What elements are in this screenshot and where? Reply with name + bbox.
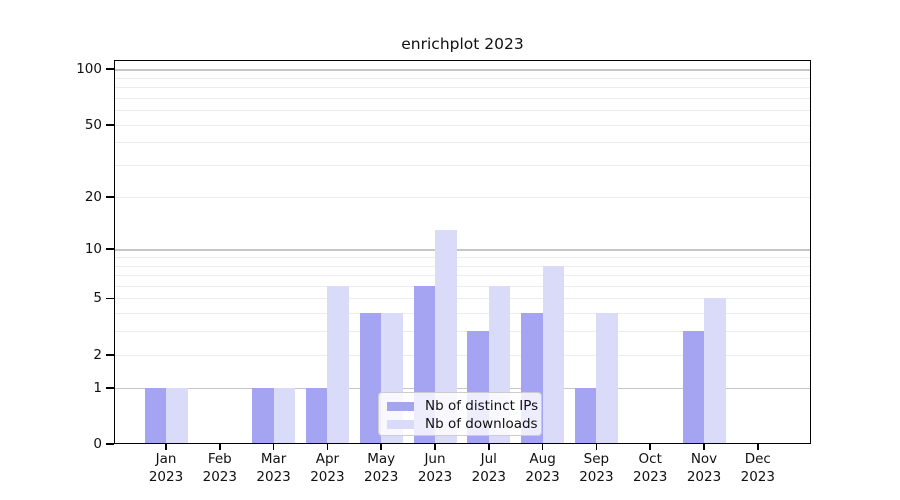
x-tick-label: May 2023 — [364, 451, 399, 485]
y-tick — [106, 443, 114, 445]
x-tick-label: Aug 2023 — [525, 451, 560, 485]
gridline-major — [114, 124, 811, 126]
x-tick-label: Jul 2023 — [471, 451, 506, 485]
y-tick — [106, 248, 114, 251]
gridline-major — [114, 354, 811, 356]
bar-distinct-ips — [359, 313, 382, 444]
y-tick — [106, 195, 114, 198]
y-tick-label: 100 — [76, 61, 102, 78]
bar-distinct-ips — [144, 387, 166, 444]
gridline-minor — [114, 87, 811, 89]
legend-swatch-distinct-ips — [387, 401, 414, 411]
y-tick-label: 0 — [93, 436, 102, 452]
x-tick — [756, 444, 759, 450]
legend-label-downloads: Nb of downloads — [425, 416, 538, 432]
x-tick — [218, 444, 221, 450]
gridline-minor — [114, 285, 811, 287]
gridline-minor — [114, 257, 811, 258]
legend-row-distinct-ips: Nb of distinct IPs — [387, 397, 541, 415]
x-tick-label: Feb 2023 — [202, 451, 237, 485]
y-tick — [106, 386, 114, 389]
bar-distinct-ips — [252, 387, 274, 444]
y-tick-label: 10 — [84, 241, 102, 258]
y-tick — [106, 123, 114, 126]
bar-downloads — [596, 313, 618, 444]
x-tick — [595, 444, 598, 450]
x-tick — [703, 444, 705, 450]
chart-title: enrichplot 2023 — [401, 35, 524, 53]
y-tick — [106, 68, 114, 71]
y-tick — [106, 353, 114, 356]
x-tick-label: Nov 2023 — [686, 451, 722, 485]
x-tick — [326, 444, 329, 450]
gridline-minor — [114, 313, 811, 315]
x-tick — [434, 444, 436, 450]
legend-swatch-downloads — [387, 419, 414, 429]
x-tick-label: Oct 2023 — [633, 451, 668, 485]
x-tick — [541, 444, 544, 450]
gridline-minor — [114, 97, 811, 99]
bar-downloads — [327, 285, 349, 444]
y-tick-label: 50 — [84, 116, 102, 133]
gridline-minor — [114, 331, 811, 333]
bar-distinct-ips — [574, 387, 597, 444]
bar-downloads — [166, 387, 188, 444]
bar-downloads — [273, 387, 296, 444]
gridline-major — [114, 249, 811, 251]
gridline-minor — [114, 142, 811, 144]
x-tick — [165, 444, 167, 450]
gridline-major — [114, 298, 811, 300]
gridline-major — [114, 387, 811, 390]
x-tick-label: Jan 2023 — [148, 451, 184, 485]
legend: Nb of distinct IPs Nb of downloads — [378, 392, 542, 436]
gridline-major — [114, 196, 811, 198]
x-tick-label: Dec 2023 — [740, 451, 775, 485]
x-tick — [272, 444, 275, 450]
plot-area — [114, 60, 811, 444]
gridline-minor — [114, 165, 811, 167]
legend-label-distinct-ips: Nb of distinct IPs — [425, 398, 539, 414]
bar-downloads — [542, 265, 565, 444]
gridline-minor — [114, 265, 811, 267]
y-tick — [106, 297, 114, 300]
x-tick-label: Jun 2023 — [417, 451, 453, 485]
x-tick-label: Apr 2023 — [310, 451, 345, 485]
gridline-minor — [114, 275, 811, 277]
y-tick-label: 5 — [93, 290, 102, 307]
y-tick-label: 2 — [93, 346, 102, 363]
gridline-minor — [114, 77, 811, 79]
x-tick-label: Sep 2023 — [579, 451, 614, 485]
y-tick-label: 20 — [84, 188, 102, 205]
gridline-major — [114, 69, 811, 71]
x-tick-label: Mar 2023 — [256, 451, 291, 485]
bar-downloads — [704, 298, 726, 444]
x-tick — [649, 444, 652, 450]
bar-downloads — [435, 229, 457, 444]
legend-row-downloads: Nb of downloads — [387, 415, 541, 433]
gridline-minor — [114, 110, 811, 112]
bar-distinct-ips — [305, 387, 328, 444]
bar-distinct-ips — [682, 331, 704, 444]
x-tick — [380, 444, 383, 450]
x-tick — [487, 444, 490, 450]
y-tick-label: 1 — [93, 379, 102, 396]
